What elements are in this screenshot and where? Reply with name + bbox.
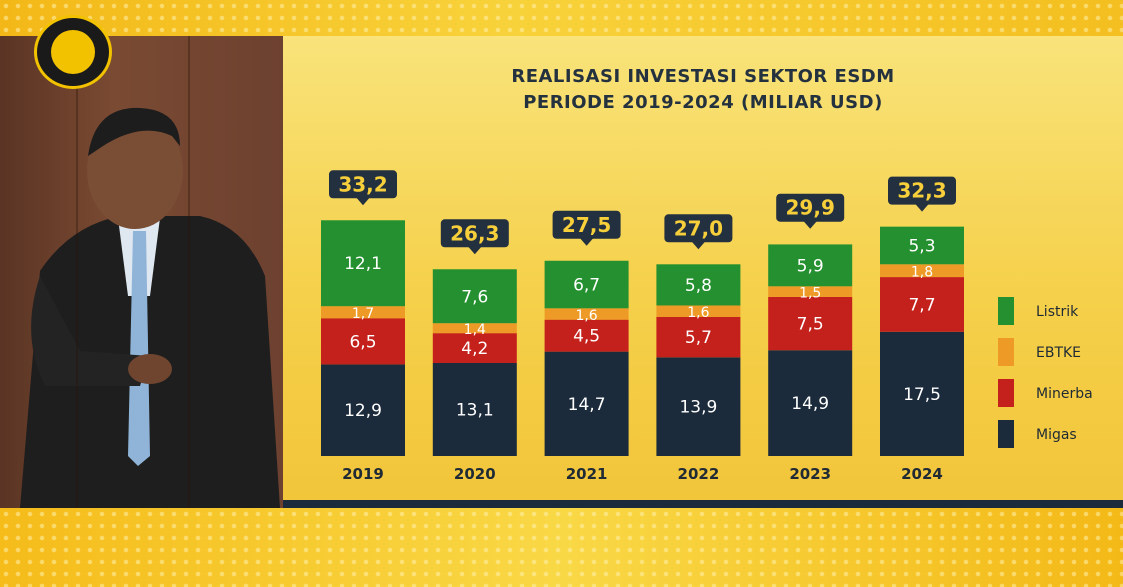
bar-segment-migas-2022: [656, 357, 741, 456]
data-label-listrik-2019: 12,1: [344, 254, 382, 274]
data-label-migas-2022: 13,9: [679, 398, 717, 418]
total-badge-2022: [664, 214, 733, 243]
category-label-2020: 2020: [454, 465, 496, 483]
presenter-video-panel: [0, 36, 283, 508]
total-badge-pointer-2020: [467, 246, 482, 255]
presenter-figure: [20, 107, 280, 508]
total-badge-pointer-2023: [803, 220, 818, 229]
total-badge-pointer-2019: [356, 197, 370, 206]
bar-segment-minerba-2020: [432, 333, 517, 363]
legend-swatch-minerba: [998, 379, 1014, 407]
total-label-2019: 33,2: [338, 172, 387, 196]
category-label-2022: 2022: [678, 465, 720, 483]
data-label-minerba-2022: 5,7: [685, 328, 712, 348]
bar-segment-listrik-2021: [544, 260, 629, 309]
total-label-2023: 29,9: [786, 196, 835, 220]
bar-segment-migas-2023: [768, 350, 853, 456]
bar-segment-ebtke-2019: [321, 306, 405, 319]
bar-segment-listrik-2024: [880, 226, 964, 265]
bar-segment-ebtke-2022: [656, 305, 741, 317]
total-badge-pointer-2022: [691, 241, 706, 250]
data-label-minerba-2020: 4,2: [461, 339, 488, 359]
data-label-ebtke-2022: 1,6: [687, 305, 709, 321]
bar-segment-minerba-2023: [768, 296, 853, 351]
category-label-2019: 2019: [342, 465, 384, 483]
bar-segment-minerba-2024: [880, 277, 964, 332]
data-label-ebtke-2019: 1,7: [352, 306, 374, 322]
total-badge-pointer-2024: [915, 203, 929, 212]
chart-subtitle: PERIODE 2019-2024 (MILIAR USD): [523, 92, 883, 113]
legend-label-listrik: Listrik: [1036, 304, 1079, 320]
total-badge-2019: [329, 170, 397, 199]
bar-segment-ebtke-2020: [432, 323, 517, 334]
total-label-2024: 32,3: [897, 179, 946, 203]
total-badge-pointer-2021: [579, 237, 594, 246]
stacked-bar-chart: 12,9 6,5 1,7 12,1 33,2 2019 13,1 4,21,4 7,6 26,3 2…: [321, 170, 964, 483]
total-badge-2021: [552, 210, 621, 239]
bar-segment-ebtke-2023: [768, 286, 853, 297]
legend-label-minerba: Minerba: [1036, 386, 1093, 402]
bar-segment-migas-2024: [880, 331, 964, 456]
wood-panel-seam: [76, 36, 78, 508]
data-label-ebtke-2020: 1,4: [464, 322, 486, 338]
chart-baseline-bar: [283, 500, 1123, 508]
chart-panel: REALISASI INVESTASI SEKTOR ESDM PERIODE …: [283, 36, 1123, 508]
data-label-ebtke-2023: 1,5: [799, 286, 821, 302]
bar-segment-ebtke-2021: [544, 308, 629, 320]
bar-segment-listrik-2023: [768, 244, 853, 287]
data-label-migas-2019: 12,9: [344, 401, 382, 421]
data-label-ebtke-2024: 1,8: [911, 265, 933, 281]
bar-segment-minerba-2019: [321, 318, 405, 365]
data-label-listrik-2021: 6,7: [573, 276, 600, 296]
logo-emblem: [51, 30, 95, 74]
bar-segment-migas-2020: [432, 362, 517, 456]
data-label-ebtke-2021: 1,6: [575, 308, 597, 324]
data-label-minerba-2024: 7,7: [908, 295, 935, 315]
bar-segment-ebtke-2024: [880, 264, 964, 278]
data-label-minerba-2019: 6,5: [349, 332, 376, 352]
data-label-migas-2021: 14,7: [568, 395, 606, 415]
total-badge-2020: [440, 219, 509, 248]
bar-segment-listrik-2019: [321, 220, 405, 307]
total-label-2022: 27,0: [674, 216, 723, 240]
bar-segment-minerba-2021: [544, 319, 629, 352]
total-label-2021: 27,5: [562, 213, 611, 237]
data-label-listrik-2020: 7,6: [461, 287, 488, 307]
total-badge-2023: [776, 193, 845, 222]
bar-segment-listrik-2022: [656, 264, 741, 306]
category-label-2021: 2021: [566, 465, 608, 483]
data-label-minerba-2021: 4,5: [573, 327, 600, 347]
data-label-migas-2024: 17,5: [903, 385, 941, 405]
wood-panel-seam: [188, 36, 190, 508]
category-label-2024: 2024: [901, 465, 943, 483]
bar-segment-minerba-2022: [656, 316, 741, 358]
bottom-banner-pattern: [0, 508, 1123, 587]
data-label-listrik-2023: 5,9: [797, 256, 824, 276]
top-banner-pattern: [0, 0, 1123, 36]
data-label-minerba-2023: 7,5: [797, 315, 824, 335]
total-label-2020: 26,3: [450, 221, 499, 245]
legend-swatch-listrik: [998, 297, 1014, 325]
data-label-migas-2023: 14,9: [791, 394, 829, 414]
legend-swatch-migas: [998, 420, 1014, 448]
legend-swatch-ebtke: [998, 338, 1014, 366]
category-label-2023: 2023: [789, 465, 831, 483]
legend-label-ebtke: EBTKE: [1036, 345, 1082, 361]
chart-title: REALISASI INVESTASI SEKTOR ESDM: [511, 66, 895, 87]
legend-label-migas: Migas: [1036, 427, 1077, 443]
data-label-listrik-2024: 5,3: [908, 236, 935, 256]
data-label-listrik-2022: 5,8: [685, 276, 712, 296]
ministry-logo: [34, 15, 112, 89]
bar-segment-migas-2019: [321, 364, 405, 456]
bar-segment-migas-2021: [544, 351, 629, 456]
data-label-migas-2020: 13,1: [456, 400, 494, 420]
total-badge-2024: [888, 176, 956, 205]
bar-segment-listrik-2020: [432, 269, 517, 324]
